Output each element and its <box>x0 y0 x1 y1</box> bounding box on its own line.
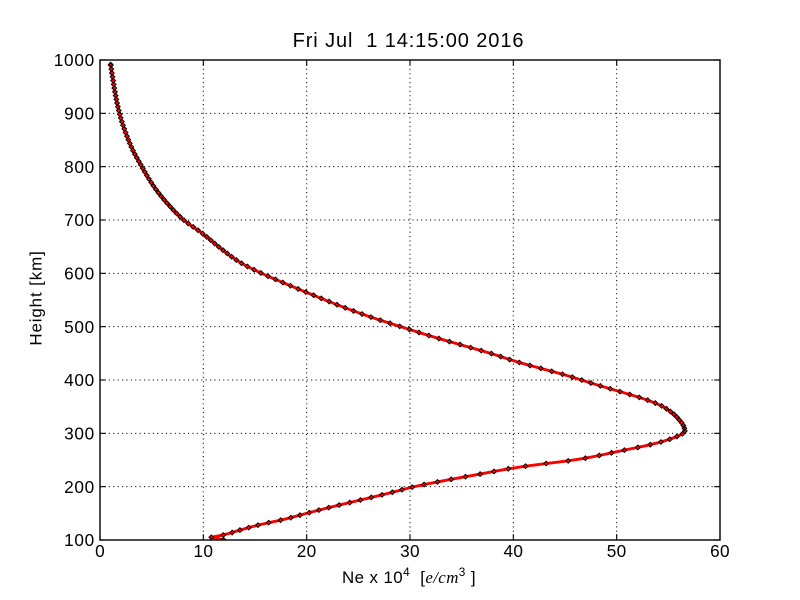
svg-text:0: 0 <box>95 541 105 561</box>
svg-text:300: 300 <box>64 424 95 444</box>
svg-text:30: 30 <box>400 541 420 561</box>
svg-text:200: 200 <box>64 477 95 497</box>
svg-text:700: 700 <box>64 210 95 230</box>
svg-text:900: 900 <box>64 104 95 124</box>
svg-text:100: 100 <box>64 530 95 550</box>
svg-text:Fri Jul 1 14:15:00 2016: Fri Jul 1 14:15:00 2016 <box>293 30 525 52</box>
svg-text:600: 600 <box>64 264 95 284</box>
svg-text:20: 20 <box>297 541 317 561</box>
svg-text:40: 40 <box>503 541 523 561</box>
svg-text:10: 10 <box>193 541 213 561</box>
svg-text:1000: 1000 <box>54 50 95 70</box>
svg-text:Ne x 104 [e/cm3 ]: Ne x 104 [e/cm3 ] <box>342 565 476 587</box>
svg-text:50: 50 <box>607 541 627 561</box>
svg-text:500: 500 <box>64 317 95 337</box>
svg-text:60: 60 <box>710 541 730 561</box>
svg-text:800: 800 <box>64 157 95 177</box>
svg-text:Height [km]: Height [km] <box>26 250 45 345</box>
svg-text:400: 400 <box>64 370 95 390</box>
